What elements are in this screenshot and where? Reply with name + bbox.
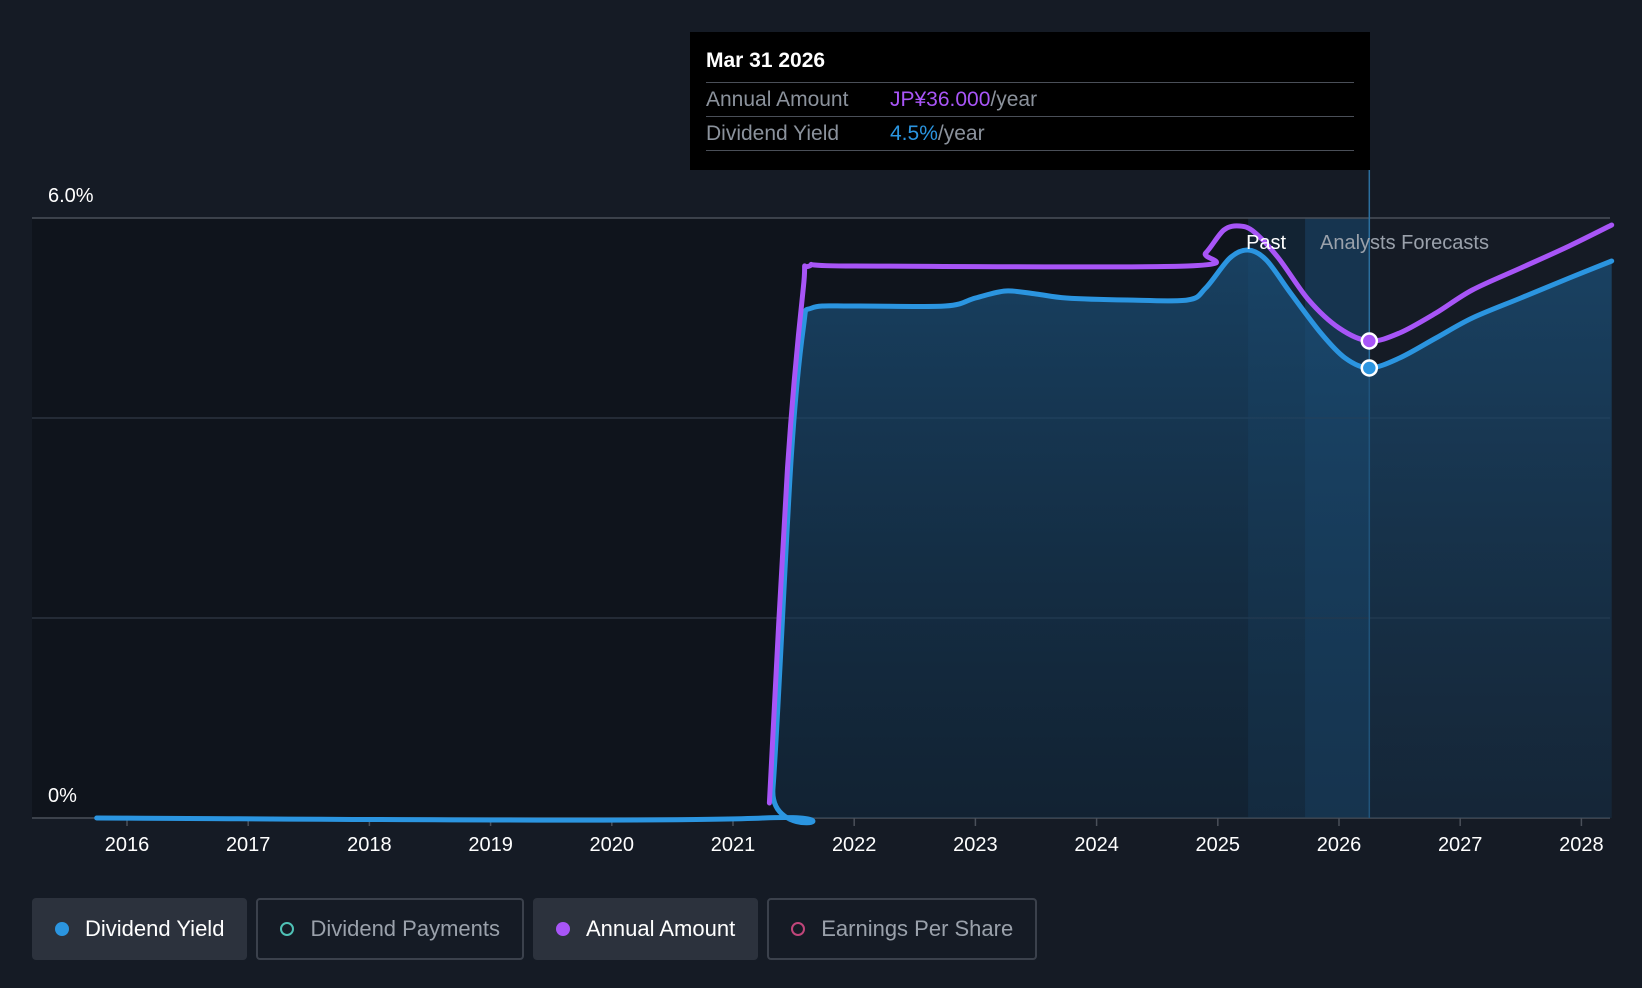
- tooltip-label: Dividend Yield: [706, 122, 840, 145]
- analysts-forecasts-label: Analysts Forecasts: [1320, 232, 1489, 254]
- tooltip: Mar 31 2026 Annual Amount JP¥36.000/year…: [690, 32, 1370, 170]
- x-tick-label: 2017: [226, 834, 271, 856]
- x-tick-label: 2024: [1074, 834, 1119, 856]
- y-tick-label: 6.0%: [48, 185, 94, 207]
- tooltip-value: JP¥36.000: [890, 88, 991, 111]
- tooltip-value: 4.5%: [890, 122, 938, 145]
- tooltip-row-annual-amount: Annual Amount JP¥36.000/year: [706, 82, 1354, 116]
- legend-label: Dividend Payments: [310, 916, 500, 941]
- dividend-yield-line: [94, 247, 1615, 826]
- legend-dividend-yield-button[interactable]: Dividend Yield: [32, 898, 248, 960]
- legend-dividend-payments-button[interactable]: Dividend Payments: [256, 898, 524, 960]
- dividend-yield-area: [96, 249, 1612, 823]
- annual-amount-marker: [1360, 332, 1379, 350]
- legend-label: Annual Amount: [585, 916, 736, 941]
- earnings-per-share-dot-icon: [791, 922, 806, 936]
- tooltip-label: Annual Amount: [706, 88, 849, 111]
- legend-earnings-per-share-button[interactable]: Earnings Per Share: [767, 898, 1038, 960]
- tooltip-unit: /year: [937, 122, 985, 145]
- dividend-yield-marker: [1360, 359, 1379, 377]
- dividend-payments-dot-icon: [280, 922, 295, 936]
- legend-annual-amount-button[interactable]: Annual Amount: [532, 898, 759, 960]
- tooltip-date: Mar 31 2026: [706, 49, 826, 72]
- tooltip-unit: /year: [990, 88, 1038, 111]
- x-tick-label: 2021: [711, 834, 756, 856]
- x-tick-label: 2025: [1196, 834, 1241, 856]
- dividend-yield-dot-icon: [55, 922, 69, 936]
- annual-amount-line: [766, 222, 1615, 806]
- legend: Dividend Yield Dividend Payments Annual …: [32, 898, 1038, 962]
- past-label: Past: [1246, 232, 1286, 254]
- x-tick-label: 2016: [105, 834, 150, 856]
- x-tick-label: 2020: [590, 834, 635, 856]
- legend-label: Earnings Per Share: [821, 916, 1014, 941]
- legend-label: Dividend Yield: [85, 916, 225, 941]
- annual-amount-dot-icon: [555, 922, 570, 936]
- x-tick-label: 2027: [1438, 834, 1483, 856]
- tooltip-row-dividend-yield: Dividend Yield 4.5%/year: [706, 116, 1354, 151]
- y-tick-label: 0%: [48, 785, 77, 807]
- x-tick-label: 2028: [1559, 834, 1604, 856]
- x-tick-label: 2026: [1317, 834, 1362, 856]
- x-tick-label: 2019: [468, 834, 513, 856]
- x-tick-label: 2018: [347, 834, 392, 856]
- x-tick-label: 2022: [832, 834, 877, 856]
- x-tick-label: 2023: [953, 834, 998, 856]
